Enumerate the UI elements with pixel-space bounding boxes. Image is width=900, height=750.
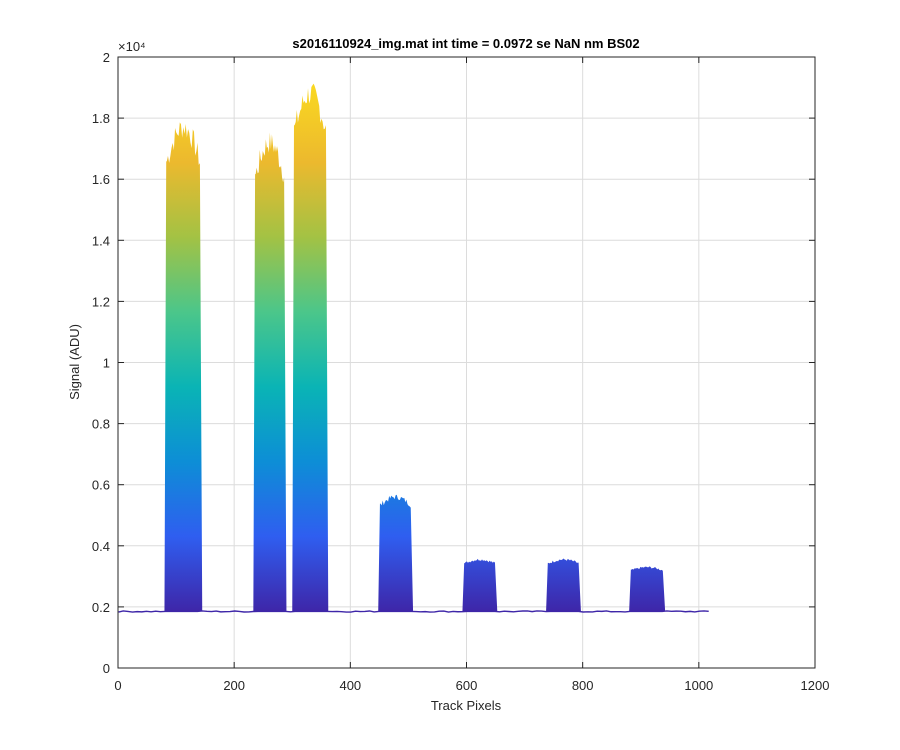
signal-peak	[164, 122, 203, 612]
y-tick-label: 1.8	[92, 111, 110, 126]
y-tick-label: 0.8	[92, 417, 110, 432]
signal-peak	[378, 494, 414, 612]
signal-peak	[546, 558, 581, 612]
y-axis-label: Signal (ADU)	[67, 324, 82, 400]
y-tick-label: 2	[103, 50, 110, 65]
y-axis-exponent: ×10⁴	[118, 39, 146, 54]
x-tick-label: 800	[572, 678, 594, 693]
x-tick-label: 1200	[801, 678, 830, 693]
y-tick-label: 1.4	[92, 233, 110, 248]
signal-peak	[462, 558, 498, 612]
signal-peak	[629, 566, 666, 612]
data-layer	[118, 83, 709, 613]
y-tick-label: 0.2	[92, 600, 110, 615]
y-tick-label: 0.4	[92, 539, 110, 554]
y-tick-label: 0	[103, 661, 110, 676]
x-axis-label: Track Pixels	[431, 698, 502, 713]
x-tick-label: 600	[456, 678, 478, 693]
y-tick-label: 1	[103, 356, 110, 371]
x-tick-label: 200	[223, 678, 245, 693]
plot-area	[117, 56, 816, 669]
signal-peak	[292, 83, 329, 612]
chart-title: s2016110924_img.mat int time = 0.0972 se…	[292, 36, 639, 51]
y-tick-label: 1.6	[92, 172, 110, 187]
x-tick-label: 0	[114, 678, 121, 693]
axis-ticks	[117, 56, 816, 669]
y-tick-label: 0.6	[92, 478, 110, 493]
baseline-trace	[118, 610, 709, 613]
x-tick-label: 400	[339, 678, 361, 693]
signal-peak	[253, 132, 287, 612]
y-tick-label: 1.2	[92, 294, 110, 309]
x-tick-label: 1000	[684, 678, 713, 693]
